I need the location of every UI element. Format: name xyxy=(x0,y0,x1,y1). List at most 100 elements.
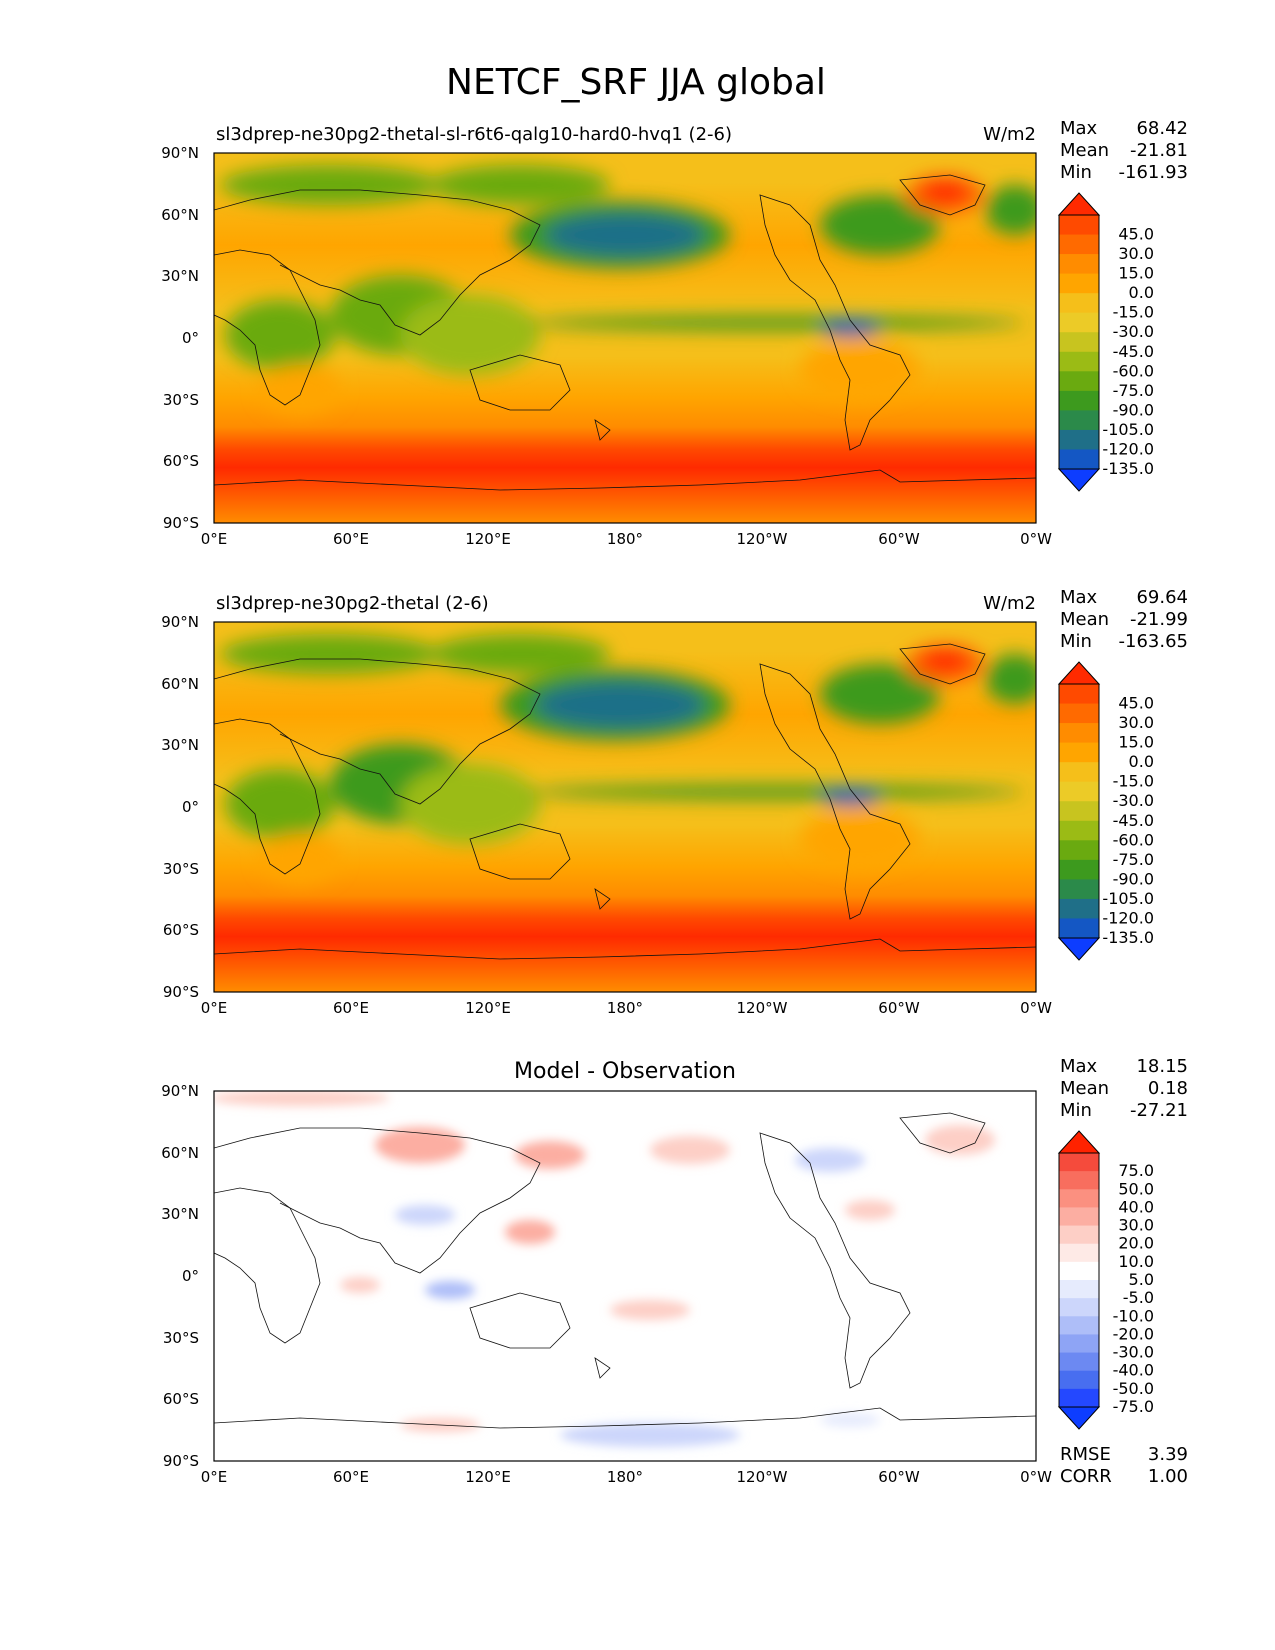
panel-test-colorbar-extend-min xyxy=(1057,468,1101,492)
panel-difference-x-ticks: 0°E 60°E 120°E 180° 120°W 60°W 0°W xyxy=(201,1468,1052,1486)
panel-test-colorbar-segment xyxy=(1059,449,1099,470)
panel-difference-colorbar-label: -10.0 xyxy=(1113,1306,1154,1325)
panel-difference-ytick-5: 60°S xyxy=(163,1390,199,1408)
panel-difference-stat-max-label: Max xyxy=(1060,1056,1098,1077)
panel-test-colorbar-segment xyxy=(1059,215,1099,236)
panel-difference-title: Model - Observation xyxy=(514,1059,736,1084)
panel-reference-xtick-6: 0°W xyxy=(1020,999,1052,1017)
panel-reference-colorbar-label: -45.0 xyxy=(1113,811,1154,830)
panel-reference-stats: Max 69.64 Mean -21.99 Min -163.65 xyxy=(1060,587,1188,652)
panel-difference-colorbar-segment xyxy=(1059,1388,1099,1408)
panel-difference-metrics: RMSE 3.39 CORR 1.00 xyxy=(1060,1444,1188,1487)
panel-test-xtick-2: 120°E xyxy=(465,530,511,548)
panel-difference-colorbar-segment xyxy=(1059,1370,1099,1390)
panel-reference-colorbar-label: 30.0 xyxy=(1118,713,1154,732)
panel-reference-colorbar-extend-min xyxy=(1057,937,1101,961)
panel-test-xtick-5: 60°W xyxy=(878,530,920,548)
panel-difference-ytick-2: 30°N xyxy=(161,1205,199,1223)
panel-reference-colorbar-label: 0.0 xyxy=(1129,752,1154,771)
panel-test-xtick-0: 0°E xyxy=(201,530,228,548)
panel-test-colorbar-segment xyxy=(1059,273,1099,294)
panel-difference-colorbar-label: 10.0 xyxy=(1118,1252,1154,1271)
panel-difference-colorbar-segment xyxy=(1059,1334,1099,1354)
panel-reference-colorbar-segment xyxy=(1059,684,1099,705)
panel-test-colorbar-label: 30.0 xyxy=(1118,244,1154,263)
panel-test-colorbar: 45.030.015.00.0-15.0-30.0-45.0-60.0-75.0… xyxy=(1057,192,1154,492)
panel-reference-colorbar-label: -75.0 xyxy=(1113,850,1154,869)
panel-difference-colorbar-segment xyxy=(1059,1207,1099,1227)
panel-difference-colorbar-label: 40.0 xyxy=(1118,1197,1154,1216)
panel-test-colorbar-label: 0.0 xyxy=(1129,283,1154,302)
panel-reference-colorbar-label: -15.0 xyxy=(1113,772,1154,791)
figure-title: NETCF_SRF JJA global xyxy=(446,62,826,103)
panel-difference-colorbar-segment xyxy=(1059,1280,1099,1299)
panel-difference-stat-max-value: 18.15 xyxy=(1136,1056,1188,1077)
panel-test-colorbar-label: -15.0 xyxy=(1113,303,1154,322)
panel-test-colorbar-label: -90.0 xyxy=(1113,400,1154,419)
panel-reference-colorbar-segment xyxy=(1059,742,1099,763)
panel-test-colorbar-label: -120.0 xyxy=(1102,439,1154,458)
panel-reference-stat-min-label: Min xyxy=(1060,631,1092,652)
panel-difference-coastlines xyxy=(214,1112,1036,1429)
panel-test-coastlines xyxy=(214,174,1036,491)
panel-difference-colorbar-segment xyxy=(1059,1171,1099,1190)
panel-reference-title: sl3dprep-ne30pg2-thetal (2-6) xyxy=(216,593,489,614)
panel-test-stats: Max 68.42 Mean -21.81 Min -161.93 xyxy=(1060,118,1188,183)
panel-reference-stat-max-value: 69.64 xyxy=(1136,587,1188,608)
panel-difference-colorbar-segment xyxy=(1059,1243,1099,1263)
panel-reference-colorbar-label: -30.0 xyxy=(1113,791,1154,810)
panel-reference-xtick-2: 120°E xyxy=(465,999,511,1017)
panel-reference-colorbar-label: -105.0 xyxy=(1102,889,1154,908)
panel-reference-colorbar-segment xyxy=(1059,723,1099,744)
panel-test-colorbar-label: -75.0 xyxy=(1113,381,1154,400)
panel-difference-frame xyxy=(213,1090,1037,1462)
panel-difference-colorbar-label: 75.0 xyxy=(1118,1161,1154,1180)
panel-test-colorbar-segment xyxy=(1059,332,1099,353)
panel-reference-colorbar-frame xyxy=(1058,683,1100,939)
panel-test-xtick-4: 120°W xyxy=(737,530,788,548)
panel-difference-colorbar-label: -75.0 xyxy=(1113,1397,1154,1416)
panel-difference-y-ticks: 90°N 60°N 30°N 0° 30°S 60°S 90°S xyxy=(161,1082,199,1470)
panel-reference-y-ticks: 90°N 60°N 30°N 0° 30°S 60°S 90°S xyxy=(161,613,199,1001)
panel-difference-field-features xyxy=(214,1091,995,1447)
panel-reference-colorbar-segment xyxy=(1059,898,1099,919)
panel-difference-xtick-4: 120°W xyxy=(737,1468,788,1486)
panel-reference-colorbar-label: -60.0 xyxy=(1113,830,1154,849)
panel-test: sl3dprep-ne30pg2-thetal-sl-r6t6-qalg10-h… xyxy=(161,118,1188,548)
panel-reference-colorbar-label: -90.0 xyxy=(1113,869,1154,888)
panel-reference-colorbar-label: -120.0 xyxy=(1102,908,1154,927)
panel-difference-colorbar-label: 20.0 xyxy=(1118,1234,1154,1253)
panel-test-stat-mean-value: -21.81 xyxy=(1130,140,1188,161)
panel-difference-colorbar-segment xyxy=(1059,1261,1099,1281)
panel-test-colorbar-segment xyxy=(1059,429,1099,450)
panel-difference-ytick-6: 90°S xyxy=(163,1452,199,1470)
panel-test-xtick-3: 180° xyxy=(607,530,643,548)
panel-test-xtick-6: 0°W xyxy=(1020,530,1052,548)
panel-difference-colorbar: 75.050.040.030.020.010.05.0-5.0-10.0-20.… xyxy=(1057,1130,1154,1430)
panel-test-ytick-5: 60°S xyxy=(163,452,199,470)
panel-difference-rmse-label: RMSE xyxy=(1060,1444,1111,1465)
panel-reference-coastlines xyxy=(214,643,1036,960)
panel-reference-colorbar-segment xyxy=(1059,840,1099,861)
panel-test-stat-max-value: 68.42 xyxy=(1136,118,1188,139)
panel-reference-ytick-1: 60°N xyxy=(161,675,199,693)
panel-test-colorbar-segment xyxy=(1059,371,1099,392)
panel-difference-ytick-1: 60°N xyxy=(161,1144,199,1162)
panel-reference-frame xyxy=(213,621,1037,993)
panel-difference-xtick-6: 0°W xyxy=(1020,1468,1052,1486)
panel-test-colorbar-segment xyxy=(1059,254,1099,275)
panel-reference-ytick-3: 0° xyxy=(182,798,199,816)
panel-reference-colorbar-label: 45.0 xyxy=(1118,694,1154,713)
panel-test-ytick-4: 30°S xyxy=(163,391,199,409)
panel-reference-stat-mean-value: -21.99 xyxy=(1130,609,1188,630)
panel-test-colorbar-segment xyxy=(1059,293,1099,314)
panel-difference-corr-label: CORR xyxy=(1060,1466,1112,1487)
panel-test-colorbar-label: -135.0 xyxy=(1102,459,1154,478)
panel-difference-colorbar-label: 5.0 xyxy=(1129,1270,1154,1289)
panel-test-stat-mean-label: Mean xyxy=(1060,140,1109,161)
panel-difference-colorbar-label: -40.0 xyxy=(1113,1361,1154,1380)
panel-test-units: W/m2 xyxy=(983,124,1036,145)
panel-difference-background-field xyxy=(214,1091,1036,1461)
panel-difference-xtick-3: 180° xyxy=(607,1468,643,1486)
